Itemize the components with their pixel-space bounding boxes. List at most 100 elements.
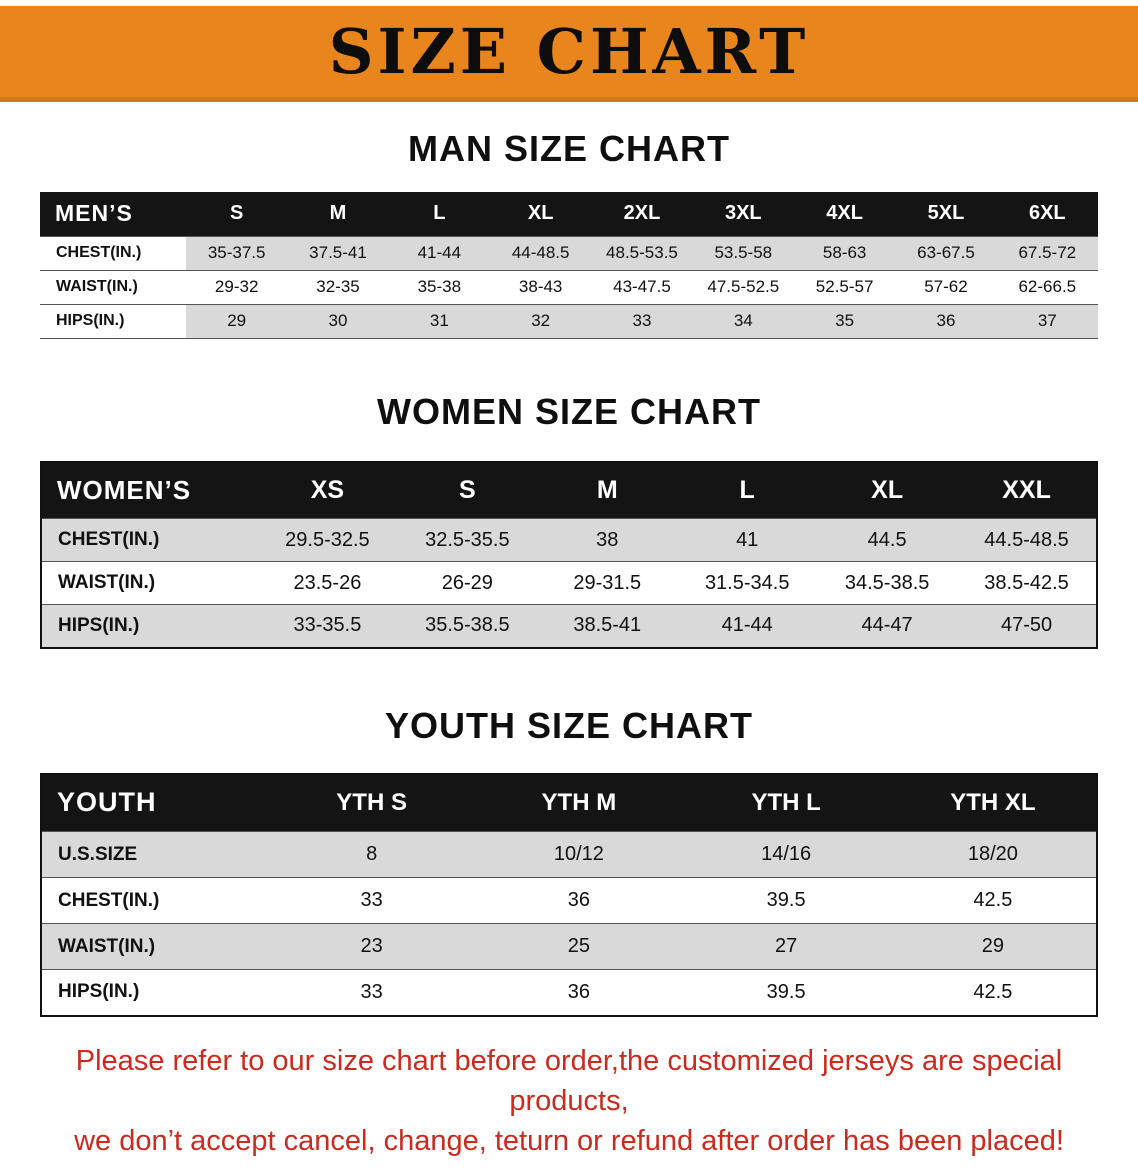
- size-header-cell: 3XL: [692, 192, 794, 236]
- size-header-cell: YTH M: [475, 773, 683, 832]
- row-label-cell: HIPS(IN.): [40, 304, 186, 338]
- value-cell: 34.5-38.5: [817, 561, 958, 605]
- size-header-cell: M: [287, 192, 389, 236]
- size-header-cell: XS: [257, 461, 398, 519]
- value-cell: 44-48.5: [489, 236, 592, 270]
- table-row: CHEST(IN.) 35-37.5 37.5-41 41-44 44-48.5 48.5…: [40, 236, 1098, 270]
- value-cell: 31: [388, 304, 490, 338]
- row-label-cell: WAIST(IN.): [40, 270, 186, 304]
- value-cell: 39.5: [682, 877, 890, 924]
- size-chart-banner: SIZE CHART: [0, 6, 1138, 102]
- table-header-row: MEN’S S M L XL 2XL 3XL 4XL 5XL 6XL: [40, 192, 1098, 236]
- size-header-cell: 2XL: [591, 192, 693, 236]
- value-cell: 27: [682, 923, 890, 970]
- value-cell: 63-67.5: [895, 236, 997, 270]
- value-cell: 33: [591, 304, 693, 338]
- value-cell: 25: [475, 923, 683, 970]
- value-cell: 35: [793, 304, 896, 338]
- size-header-cell: S: [397, 461, 538, 519]
- youth-section-heading: YOUTH SIZE CHART: [384, 704, 753, 746]
- row-label-cell: CHEST(IN.): [40, 236, 186, 270]
- value-cell: 39.5: [682, 969, 890, 1016]
- value-cell: 18/20: [889, 831, 1097, 878]
- value-cell: 32: [489, 304, 592, 338]
- table-title-cell: YOUTH: [41, 773, 269, 832]
- women-size-table: WOMEN’S XS S M L XL XXL CHEST(IN.) 29.5-32.5 32.5…: [40, 460, 1098, 649]
- value-cell: 44.5-48.5: [957, 518, 1097, 562]
- men-section-heading: MAN SIZE CHART: [408, 128, 730, 169]
- size-header-cell: YTH L: [682, 773, 890, 832]
- row-label-cell: HIPS(IN.): [41, 604, 258, 648]
- value-cell: 29-31.5: [537, 561, 678, 605]
- size-header-cell: 6XL: [996, 192, 1098, 236]
- women-section-heading: WOMEN SIZE CHART: [377, 390, 761, 432]
- women-section: WOMEN SIZE CHART WOMEN’S XS S M L XL XXL CHEST(…: [0, 391, 1138, 649]
- table-row: HIPS(IN.) 33 36 39.5 42.5: [41, 969, 1097, 1016]
- value-cell: 10/12: [475, 831, 683, 878]
- value-cell: 41: [677, 518, 818, 562]
- size-header-cell: YTH S: [268, 773, 476, 832]
- value-cell: 38-43: [489, 270, 592, 304]
- value-cell: 33: [268, 969, 476, 1016]
- value-cell: 47-50: [957, 604, 1097, 648]
- value-cell: 36: [895, 304, 997, 338]
- disclaimer-line-2: we don’t accept cancel, change, teturn o…: [74, 1124, 1064, 1157]
- value-cell: 57-62: [895, 270, 997, 304]
- table-row: HIPS(IN.) 29 30 31 32 33 34 35 36 37: [40, 304, 1098, 338]
- table-row: CHEST(IN.) 33 36 39.5 42.5: [41, 877, 1097, 924]
- table-row: WAIST(IN.) 23.5-26 26-29 29-31.5 31.5-34.5 34…: [41, 561, 1097, 605]
- value-cell: 31.5-34.5: [677, 561, 818, 605]
- value-cell: 32.5-35.5: [397, 518, 538, 562]
- value-cell: 36: [475, 969, 683, 1016]
- row-label-cell: HIPS(IN.): [41, 969, 269, 1016]
- value-cell: 38.5-41: [537, 604, 678, 648]
- value-cell: 37.5-41: [287, 236, 389, 270]
- youth-section: YOUTH SIZE CHART YOUTH YTH S YTH M YTH L YTH…: [0, 705, 1138, 1017]
- value-cell: 14/16: [682, 831, 890, 878]
- value-cell: 43-47.5: [591, 270, 693, 304]
- value-cell: 41-44: [388, 236, 490, 270]
- value-cell: 48.5-53.5: [591, 236, 693, 270]
- row-label-cell: WAIST(IN.): [41, 923, 269, 970]
- table-row: WAIST(IN.) 29-32 32-35 35-38 38-43 43-47.5 47.…: [40, 270, 1098, 304]
- value-cell: 34: [692, 304, 794, 338]
- size-header-cell: XL: [489, 192, 592, 236]
- size-header-cell: YTH XL: [889, 773, 1097, 832]
- value-cell: 47.5-52.5: [692, 270, 794, 304]
- size-header-cell: L: [388, 192, 490, 236]
- size-header-cell: L: [677, 461, 818, 519]
- table-row: WAIST(IN.) 23 25 27 29: [41, 923, 1097, 970]
- value-cell: 52.5-57: [793, 270, 896, 304]
- value-cell: 35.5-38.5: [397, 604, 538, 648]
- value-cell: 29-32: [186, 270, 288, 304]
- youth-size-table: YOUTH YTH S YTH M YTH L YTH XL U.S.SIZE 8 10/12…: [40, 772, 1098, 1017]
- value-cell: 58-63: [793, 236, 896, 270]
- size-header-cell: XL: [817, 461, 958, 519]
- disclaimer-note: Please refer to our size chart before or…: [0, 1041, 1138, 1175]
- value-cell: 38: [537, 518, 678, 562]
- table-row: CHEST(IN.) 29.5-32.5 32.5-35.5 38 41 44.5 44.5…: [41, 518, 1097, 562]
- value-cell: 35-37.5: [186, 236, 288, 270]
- value-cell: 29.5-32.5: [257, 518, 398, 562]
- value-cell: 29: [889, 923, 1097, 970]
- value-cell: 42.5: [889, 969, 1097, 1016]
- size-header-cell: S: [186, 192, 288, 236]
- disclaimer-line-1: Please refer to our size chart before or…: [75, 1044, 1063, 1117]
- value-cell: 26-29: [397, 561, 538, 605]
- value-cell: 42.5: [889, 877, 1097, 924]
- value-cell: 35-38: [388, 270, 490, 304]
- value-cell: 29: [186, 304, 288, 338]
- row-label-cell: WAIST(IN.): [41, 561, 258, 605]
- row-label-cell: U.S.SIZE: [41, 831, 269, 878]
- value-cell: 37: [996, 304, 1098, 338]
- value-cell: 30: [287, 304, 389, 338]
- table-title-cell: WOMEN’S: [41, 461, 258, 519]
- value-cell: 8: [268, 831, 476, 878]
- value-cell: 67.5-72: [996, 236, 1098, 270]
- size-header-cell: XXL: [957, 461, 1097, 519]
- value-cell: 38.5-42.5: [957, 561, 1097, 605]
- row-label-cell: CHEST(IN.): [41, 518, 258, 562]
- table-header-row: WOMEN’S XS S M L XL XXL: [41, 461, 1097, 519]
- value-cell: 33: [268, 877, 476, 924]
